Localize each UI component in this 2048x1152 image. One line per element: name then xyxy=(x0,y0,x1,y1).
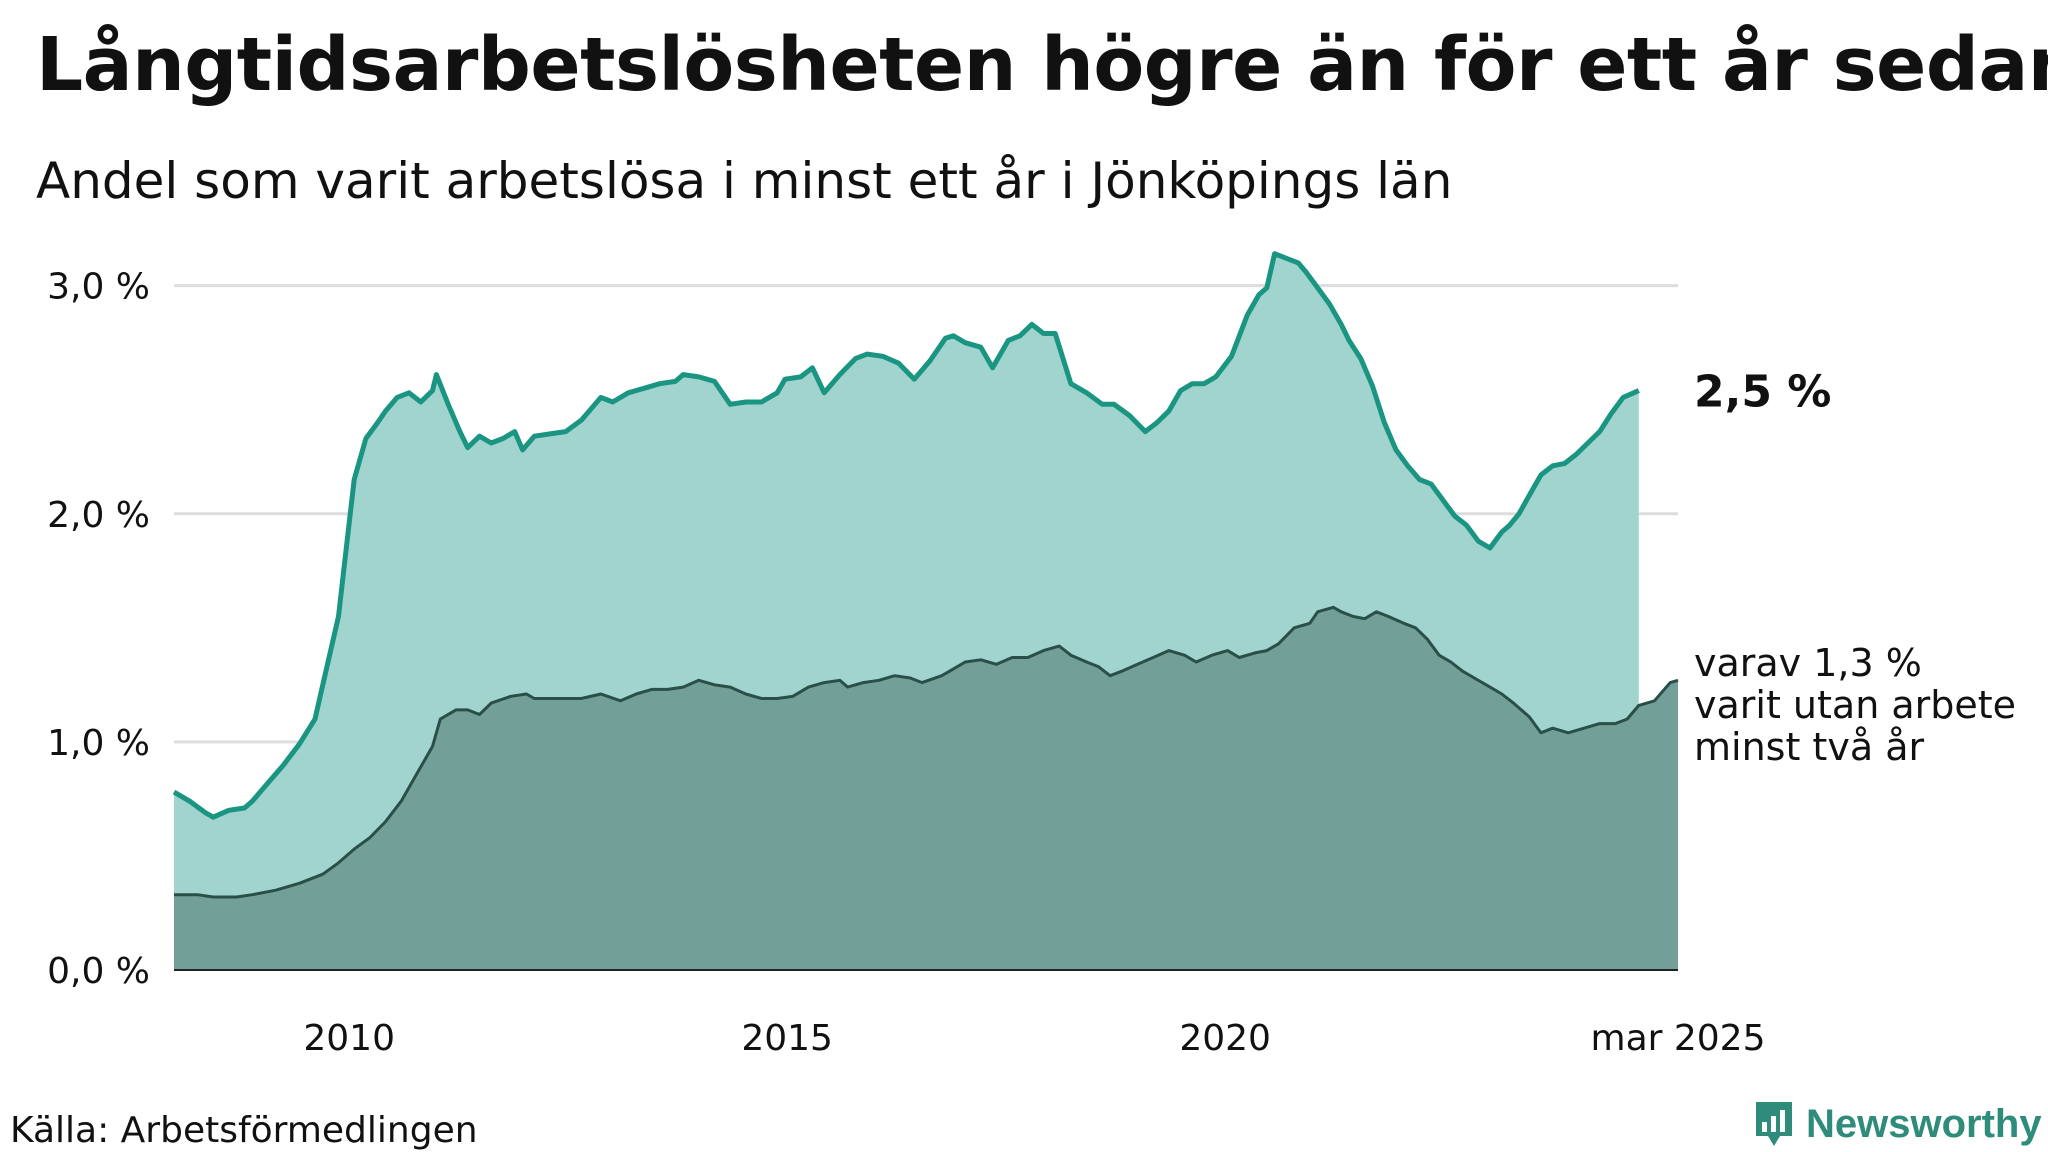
x-tick-label: 2010 xyxy=(303,1018,395,1059)
annotation-line-1: varav 1,3 % xyxy=(1694,641,1922,685)
y-tick-label: 3,0 % xyxy=(47,267,150,308)
x-tick-label: 2015 xyxy=(741,1018,833,1059)
sub-series-area xyxy=(174,607,1678,970)
subseries-annotation: varav 1,3 % varit utan arbete minst två … xyxy=(1694,641,2028,769)
logo-wordmark: Newsworthy xyxy=(1806,1101,2042,1146)
chart-title: Långtidsarbetslösheten högre än för ett … xyxy=(36,22,2048,108)
annotation-line-3: minst två år xyxy=(1694,725,1924,769)
x-tick-label: mar 2025 xyxy=(1591,1018,1766,1059)
plot-areas xyxy=(172,251,1679,970)
main-series-line xyxy=(172,251,1640,820)
labels: 2,5 % varav 1,3 % varit utan arbete mins… xyxy=(1694,367,2028,769)
y-tick-label: 1,0 % xyxy=(47,723,150,764)
x-tick-label: 2020 xyxy=(1179,1018,1271,1059)
end-value-label: 2,5 % xyxy=(1694,367,1831,418)
chart-badge-icon xyxy=(1756,1102,1792,1146)
y-tick-label: 2,0 % xyxy=(47,495,150,536)
annotation-line-2: varit utan arbete xyxy=(1694,683,2016,727)
chart-subtitle: Andel som varit arbetslösa i minst ett å… xyxy=(36,152,1453,210)
sub-series-line xyxy=(174,605,1679,899)
newsworthy-logo: Newsworthy xyxy=(1752,1098,2042,1150)
y-tick-label: 0,0 % xyxy=(47,951,150,992)
axes: 0,0 % 1,0 % 2,0 % 3,0 % 2010 2015 2020 mar 2025 xyxy=(47,267,1765,1059)
area-chart: 0,0 % 1,0 % 2,0 % 3,0 % 2010 2015 2020 mar 2025… xyxy=(47,251,2028,1059)
source-note: Källa: Arbetsförmedlingen xyxy=(10,1110,478,1151)
